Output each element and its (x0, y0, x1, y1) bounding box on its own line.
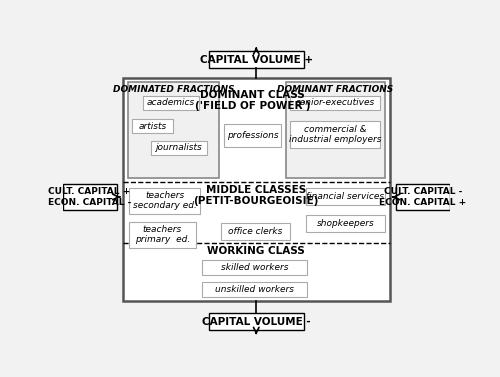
Text: artists: artists (138, 122, 166, 130)
Text: skilled workers: skilled workers (221, 263, 288, 272)
Bar (202, 282, 308, 297)
Text: DOMINANT CLASS
('FIELD OF POWER'): DOMINANT CLASS ('FIELD OF POWER') (194, 90, 310, 112)
Bar (132, 119, 172, 133)
Bar (209, 313, 304, 330)
Text: CULT. CAPITAL -
ECON. CAPITAL +: CULT. CAPITAL - ECON. CAPITAL + (380, 187, 466, 207)
Bar (222, 223, 290, 240)
Bar (224, 124, 281, 147)
Bar (128, 82, 219, 178)
Bar (143, 96, 199, 110)
Bar (62, 184, 117, 210)
Text: journalists: journalists (156, 143, 202, 152)
Text: WORKING CLASS: WORKING CLASS (208, 246, 305, 256)
Text: senior-executives: senior-executives (296, 98, 375, 107)
Text: DOMINANT FRACTIONS: DOMINANT FRACTIONS (277, 86, 394, 94)
Text: MIDDLE CLASSES
(PETIT-BOURGEOISIE): MIDDLE CLASSES (PETIT-BOURGEOISIE) (194, 185, 319, 206)
Text: CAPITAL VOLUME +: CAPITAL VOLUME + (200, 55, 313, 65)
Text: CAPITAL VOLUME -: CAPITAL VOLUME - (202, 317, 310, 326)
Bar (123, 78, 390, 301)
Text: teachers
secondary ed.: teachers secondary ed. (133, 191, 196, 210)
Bar (290, 96, 380, 110)
Bar (209, 51, 304, 68)
Text: unskilled workers: unskilled workers (215, 285, 294, 294)
Text: CULT. CAPITAL +
ECON. CAPITAL -: CULT. CAPITAL + ECON. CAPITAL - (48, 187, 132, 207)
Bar (306, 188, 385, 205)
Text: professions: professions (226, 131, 278, 140)
Bar (306, 215, 385, 232)
Bar (202, 260, 308, 276)
Bar (129, 188, 200, 214)
Bar (286, 82, 385, 178)
Text: shopkeepers: shopkeepers (316, 219, 374, 228)
Bar (129, 222, 196, 248)
Bar (151, 141, 206, 155)
Text: DOMINATED FRACTIONS: DOMINATED FRACTIONS (112, 86, 234, 94)
Bar (396, 184, 450, 210)
Text: commercial &
industrial employers: commercial & industrial employers (289, 125, 382, 144)
Text: academics: academics (147, 98, 195, 107)
Text: office clerks: office clerks (228, 227, 282, 236)
Text: financial services: financial services (306, 192, 384, 201)
Text: teachers
primary  ed.: teachers primary ed. (135, 225, 190, 244)
Bar (290, 121, 380, 149)
